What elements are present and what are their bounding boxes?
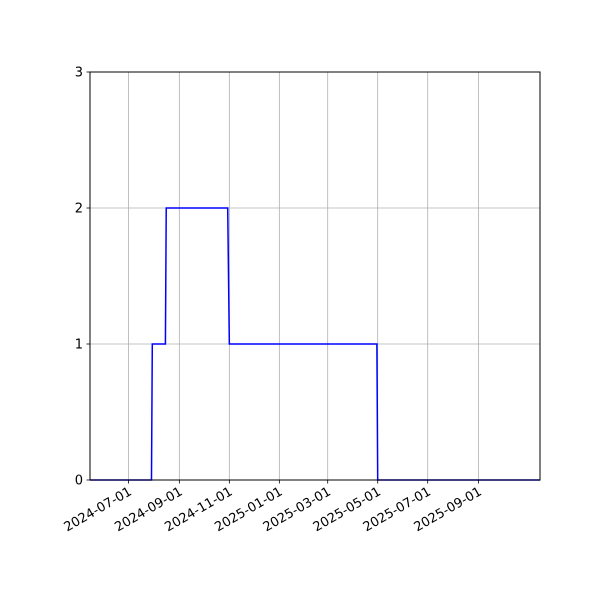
y-tick-label: 3 [75,66,83,81]
y-tick-label: 0 [75,474,83,489]
series-line-0 [90,207,540,481]
y-tick-label: 1 [75,338,83,353]
series-layer [90,207,540,481]
y-tick-label: 2 [75,202,83,217]
plot-frame [89,71,541,481]
x-axis: 2024-07-012024-09-012024-11-012025-01-01… [62,480,485,535]
y-axis: 0 1 2 3 [75,66,90,489]
grid [90,71,540,481]
